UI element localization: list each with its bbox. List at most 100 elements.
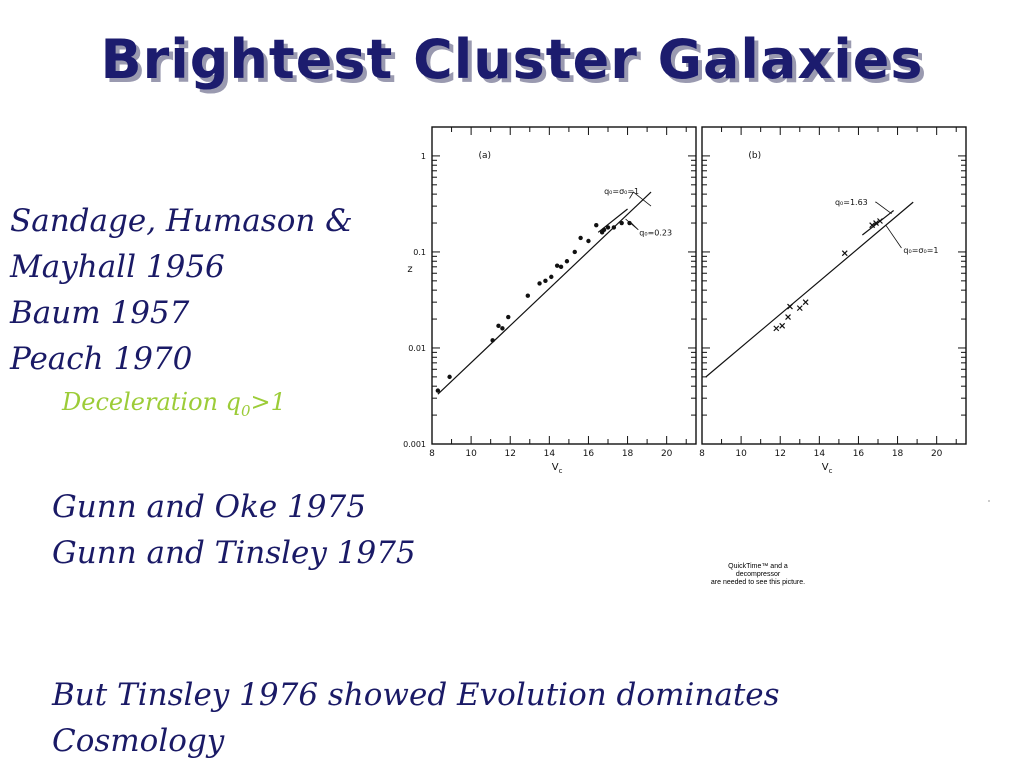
data-point bbox=[537, 281, 542, 286]
ref-line: Gunn and Tinsley 1975 bbox=[52, 535, 416, 571]
data-point bbox=[554, 263, 560, 268]
data-point bbox=[435, 388, 441, 393]
data-point-x bbox=[841, 250, 848, 257]
deceleration-note: Deceleration q0>1 bbox=[62, 388, 286, 420]
x-tick-label: 18 bbox=[892, 449, 904, 459]
data-point bbox=[619, 220, 624, 226]
curve-leader bbox=[629, 191, 652, 207]
ref-line: Mayhall 1956 bbox=[10, 249, 225, 285]
title-block: Brightest Cluster Galaxies Brightest Clu… bbox=[0, 28, 1024, 108]
y-tick-label: 0.1 bbox=[413, 248, 426, 257]
data-point-x bbox=[779, 322, 786, 329]
slide-title: Brightest Cluster Galaxies bbox=[100, 28, 924, 91]
data-point bbox=[543, 278, 548, 284]
quicktime-notice: QuickTime™ and a decompressor are needed… bbox=[700, 563, 816, 587]
model-curve bbox=[437, 191, 652, 395]
ref-line: Peach 1970 bbox=[10, 341, 193, 377]
gunn-references: Gunn and Oke 1975 Gunn and Tinsley 1975 bbox=[52, 484, 416, 576]
panel-label: (a) bbox=[479, 151, 492, 161]
data-point-x bbox=[787, 303, 793, 310]
x-tick-label: 18 bbox=[622, 449, 634, 459]
data-point bbox=[549, 274, 554, 280]
notice-line: are needed to see this picture. bbox=[710, 579, 806, 586]
chart-panel-b: 8 10 12 14 16 18 20 Vc (b) q₀=1.63 q₀=σ₀=1 bbox=[699, 126, 967, 474]
data-point bbox=[564, 259, 570, 264]
x-tick-label: 20 bbox=[661, 449, 673, 459]
x-tick-label: 14 bbox=[544, 449, 556, 459]
x-tick-label: 10 bbox=[465, 449, 477, 459]
x-tick-label: 12 bbox=[774, 449, 785, 459]
cross-stroke bbox=[802, 299, 809, 306]
data-point bbox=[572, 249, 577, 255]
curve-label: q₀=1.63 bbox=[835, 198, 868, 207]
cross-stroke bbox=[785, 314, 791, 320]
x-tick-label: 8 bbox=[429, 449, 435, 459]
x-tick-label: 14 bbox=[814, 449, 826, 459]
deceleration-subscript: 0 bbox=[240, 401, 251, 420]
stray-dot bbox=[988, 500, 990, 502]
data-point-x bbox=[802, 299, 809, 306]
data-point bbox=[601, 227, 607, 233]
x-axis-label: Vc bbox=[822, 462, 833, 474]
cross-stroke bbox=[796, 305, 803, 312]
cross-stroke bbox=[841, 250, 848, 257]
curve-label: q₀=σ₀=1 bbox=[604, 187, 639, 196]
data-point-x bbox=[873, 220, 879, 226]
data-point bbox=[447, 374, 452, 380]
plot-frame bbox=[431, 126, 697, 445]
data-point bbox=[490, 338, 495, 343]
data-point-x bbox=[773, 325, 780, 332]
early-references: Sandage, Humason & Mayhall 1956 Baum 195… bbox=[10, 198, 353, 382]
deceleration-prefix: Deceleration q bbox=[62, 388, 241, 416]
notice-line: decompressor bbox=[735, 571, 781, 578]
panel-label: (b) bbox=[748, 151, 761, 161]
cross-stroke bbox=[779, 322, 786, 329]
hubble-diagram-figure: 8 10 12 14 16 18 20 0.001 0.01 0.1 1 Vc z (a) q₀=σ₀=1 q… bbox=[403, 126, 967, 474]
x-tick-label: 16 bbox=[583, 449, 595, 459]
ref-line: Sandage, Humason & bbox=[10, 203, 353, 239]
x-tick-label: 8 bbox=[699, 449, 705, 459]
x-tick-label: 20 bbox=[931, 449, 943, 459]
data-point bbox=[506, 314, 511, 320]
y-tick-label: 1 bbox=[421, 152, 426, 161]
cross-stroke bbox=[773, 325, 780, 332]
data-point-x bbox=[796, 305, 803, 312]
data-point-x bbox=[785, 314, 791, 320]
cross-stroke bbox=[877, 218, 883, 224]
data-point bbox=[525, 293, 531, 298]
model-curve bbox=[705, 201, 914, 378]
y-tick-label: 0.01 bbox=[408, 344, 426, 353]
deceleration-suffix: >1 bbox=[250, 388, 286, 416]
x-tick-label: 10 bbox=[735, 449, 747, 459]
ref-line: Baum 1957 bbox=[10, 295, 190, 331]
cross-stroke bbox=[787, 303, 793, 310]
data-point bbox=[578, 235, 583, 241]
data-point-x bbox=[877, 218, 883, 224]
data-point bbox=[500, 326, 505, 331]
data-point bbox=[558, 264, 564, 270]
data-point bbox=[605, 225, 611, 230]
cross-stroke bbox=[873, 220, 879, 226]
chart-panel-a: 8 10 12 14 16 18 20 0.001 0.01 0.1 1 Vc z (a) q₀=σ₀=1 q… bbox=[403, 126, 697, 474]
plot-frame bbox=[701, 126, 967, 445]
curve-label: q₀=σ₀=1 bbox=[903, 246, 938, 255]
x-axis-label: Vc bbox=[552, 462, 563, 474]
statement-line: But Tinsley 1976 showed Evolution domina… bbox=[52, 677, 780, 713]
statement-line: Cosmology bbox=[52, 723, 225, 759]
notice-line: QuickTime™ and a bbox=[728, 563, 788, 570]
curve-leader bbox=[875, 201, 892, 215]
data-point bbox=[627, 220, 632, 226]
x-tick-label: 16 bbox=[853, 449, 865, 459]
data-point bbox=[594, 222, 599, 228]
slide-title-shadow: Brightest Cluster Galaxies bbox=[104, 32, 928, 95]
data-point bbox=[586, 238, 591, 244]
curve-leader bbox=[625, 218, 639, 231]
tinsley-statement: But Tinsley 1976 showed Evolution domina… bbox=[52, 672, 780, 764]
data-point bbox=[611, 225, 617, 230]
cross-stroke bbox=[869, 222, 876, 229]
x-tick-label: 12 bbox=[504, 449, 515, 459]
data-point-x bbox=[869, 222, 876, 229]
ref-line: Gunn and Oke 1975 bbox=[52, 489, 366, 525]
curve-label: q₀=0.23 bbox=[639, 228, 672, 237]
curve-leader bbox=[885, 224, 902, 249]
